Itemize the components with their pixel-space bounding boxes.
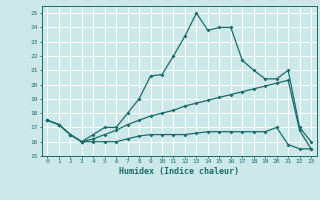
X-axis label: Humidex (Indice chaleur): Humidex (Indice chaleur) [119, 167, 239, 176]
